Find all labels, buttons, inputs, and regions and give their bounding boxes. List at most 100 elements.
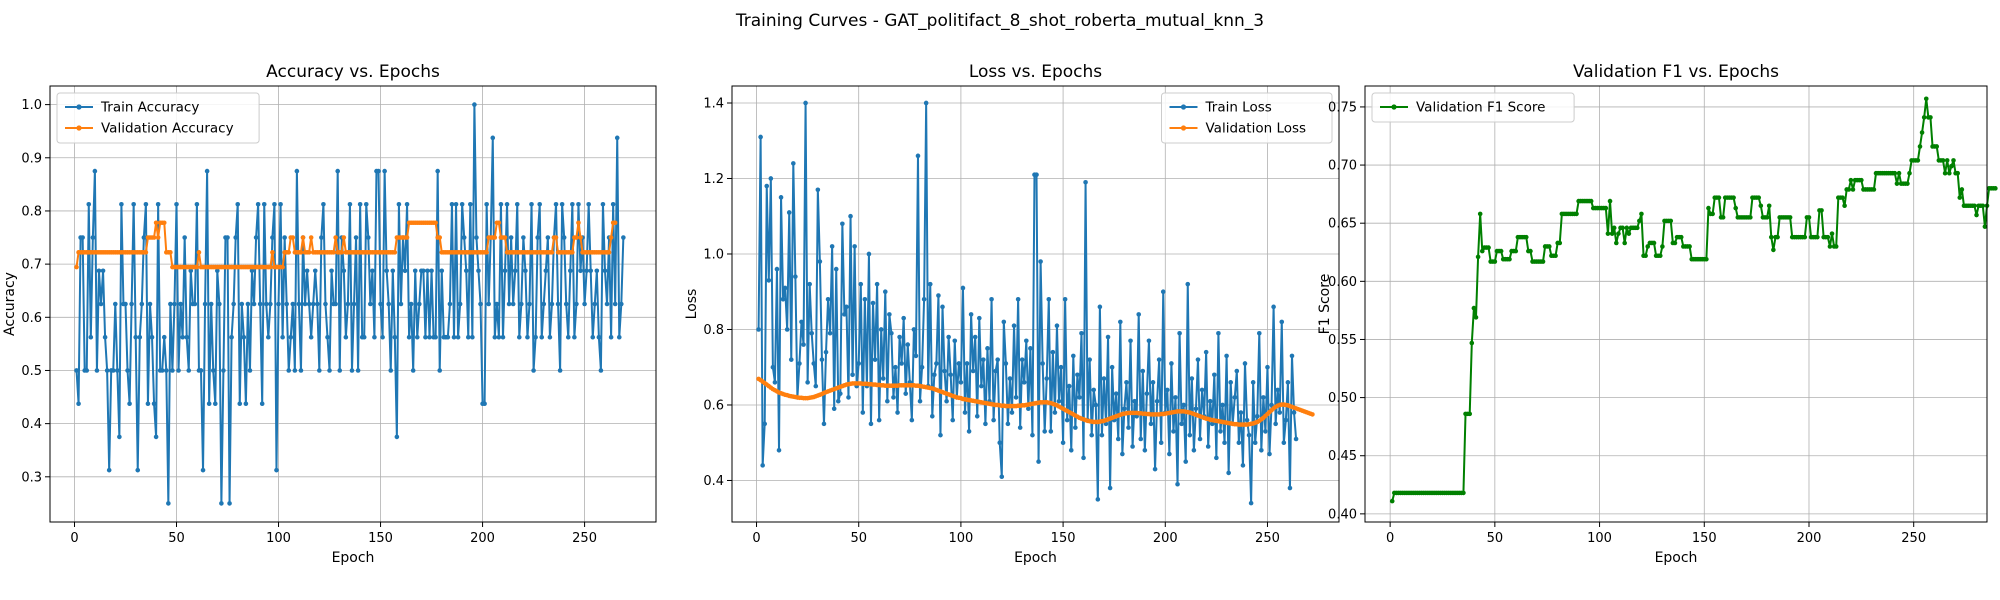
data-point bbox=[1054, 323, 1060, 329]
data-point bbox=[1557, 240, 1563, 246]
data-point bbox=[1087, 357, 1092, 362]
data-point bbox=[86, 202, 92, 207]
data-point bbox=[840, 221, 845, 227]
data-point bbox=[1748, 215, 1753, 220]
data-point bbox=[1955, 170, 1960, 176]
data-point bbox=[1815, 234, 1820, 240]
data-point bbox=[255, 202, 261, 207]
data-point bbox=[390, 268, 396, 274]
data-point bbox=[76, 401, 81, 406]
data-point bbox=[1907, 170, 1912, 176]
data-point bbox=[1263, 429, 1268, 434]
data-point bbox=[956, 361, 962, 366]
data-point bbox=[1846, 187, 1852, 192]
data-point bbox=[143, 250, 149, 255]
legend-swatch-marker bbox=[76, 125, 82, 131]
data-point bbox=[1167, 451, 1172, 457]
data-point bbox=[151, 235, 157, 240]
data-point bbox=[227, 501, 232, 506]
data-point bbox=[102, 334, 108, 340]
data-point bbox=[282, 235, 287, 240]
data-point bbox=[612, 220, 618, 226]
data-point bbox=[502, 235, 508, 240]
data-point bbox=[127, 401, 132, 406]
data-point bbox=[899, 361, 904, 366]
data-point bbox=[786, 210, 792, 215]
data-point bbox=[829, 244, 835, 249]
data-point bbox=[1189, 376, 1195, 381]
data-point bbox=[180, 334, 185, 340]
x-tick-label: 100 bbox=[266, 531, 291, 546]
data-point bbox=[1118, 319, 1123, 325]
data-point bbox=[1842, 203, 1847, 209]
data-point bbox=[310, 301, 316, 307]
data-point bbox=[1917, 144, 1923, 149]
data-point bbox=[327, 368, 332, 373]
data-point bbox=[378, 301, 383, 307]
data-point bbox=[461, 235, 467, 240]
data-point bbox=[145, 401, 151, 406]
data-point bbox=[1207, 398, 1213, 404]
data-point bbox=[565, 334, 571, 340]
legend-swatch-marker bbox=[76, 104, 82, 110]
data-point bbox=[270, 235, 275, 240]
data-point bbox=[610, 202, 616, 207]
data-point bbox=[1156, 357, 1162, 362]
plot-frame bbox=[49, 85, 657, 523]
data-point bbox=[1019, 357, 1025, 362]
chart-panels: 0 50 100 150 200 250 0.3 0.4 0.5 0.6 0.7 0.8 0.9 1.0 A… bbox=[2, 62, 1998, 566]
data-point bbox=[827, 330, 833, 336]
y-tick-label: 0.8 bbox=[21, 204, 42, 219]
data-point bbox=[844, 304, 849, 310]
legend-swatch-marker bbox=[1180, 125, 1187, 131]
plot-frame bbox=[1364, 85, 1988, 523]
data-point bbox=[208, 301, 214, 307]
data-point bbox=[215, 268, 220, 274]
data-point bbox=[999, 474, 1005, 480]
data-point bbox=[268, 301, 273, 307]
data-point bbox=[1768, 234, 1774, 240]
data-point bbox=[991, 417, 996, 423]
data-point bbox=[106, 467, 112, 473]
data-point bbox=[476, 268, 481, 274]
data-point bbox=[1212, 372, 1217, 378]
data-point bbox=[241, 334, 247, 340]
data-point bbox=[1052, 410, 1058, 415]
data-point bbox=[1523, 234, 1529, 240]
data-point bbox=[149, 334, 155, 340]
data-point bbox=[210, 368, 216, 373]
data-point bbox=[574, 235, 579, 240]
data-point bbox=[292, 368, 298, 373]
data-point bbox=[402, 268, 408, 274]
data-point bbox=[1079, 330, 1084, 336]
data-point bbox=[1146, 338, 1152, 344]
data-point bbox=[842, 312, 847, 317]
data-point bbox=[502, 268, 508, 274]
data-point bbox=[376, 168, 381, 174]
data-point bbox=[1840, 195, 1845, 200]
data-point bbox=[437, 368, 443, 373]
data-point bbox=[457, 301, 463, 307]
data-point bbox=[280, 264, 285, 270]
data-point bbox=[412, 268, 418, 274]
data-point bbox=[482, 401, 487, 406]
data-point bbox=[1030, 432, 1035, 438]
data-point bbox=[1651, 240, 1657, 246]
data-point bbox=[874, 281, 880, 287]
data-point bbox=[1972, 203, 1977, 209]
data-point bbox=[578, 268, 583, 274]
data-point bbox=[484, 202, 489, 207]
data-point bbox=[770, 364, 776, 370]
data-point bbox=[807, 281, 812, 287]
data-point bbox=[1802, 234, 1808, 240]
legend: Validation F1 Score bbox=[1371, 92, 1575, 123]
data-point bbox=[125, 368, 130, 373]
data-point bbox=[1469, 340, 1475, 346]
x-tick-label: 100 bbox=[1587, 531, 1612, 546]
data-point bbox=[463, 268, 469, 274]
series-0 bbox=[1389, 96, 1998, 504]
data-point bbox=[1940, 158, 1946, 163]
data-point bbox=[449, 202, 455, 207]
data-point bbox=[614, 135, 620, 141]
data-point bbox=[574, 301, 579, 307]
